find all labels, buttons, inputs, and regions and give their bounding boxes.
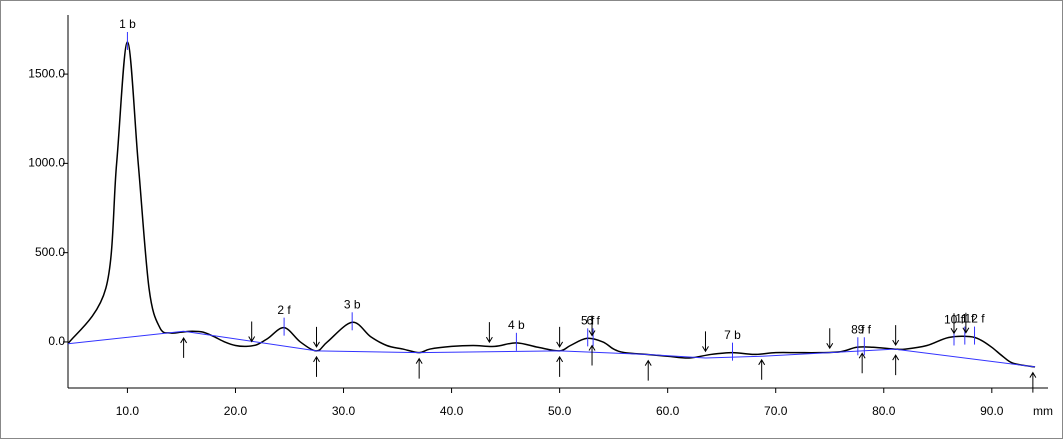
x-tick-label: 40.0 bbox=[440, 404, 464, 418]
x-tick-label: 10.0 bbox=[116, 404, 140, 418]
peak-label: 12 f bbox=[965, 312, 986, 326]
signal-line bbox=[67, 41, 1036, 368]
peak-label: 4 b bbox=[508, 318, 525, 332]
x-tick-label: 70.0 bbox=[764, 404, 788, 418]
down-arrow bbox=[485, 322, 493, 344]
up-arrow bbox=[415, 357, 423, 379]
peak-label: 2 f bbox=[277, 303, 291, 317]
up-arrow bbox=[313, 355, 320, 377]
peak-label: 6 f bbox=[586, 314, 600, 328]
down-arrow bbox=[892, 325, 900, 347]
up-arrow bbox=[556, 355, 564, 377]
y-tick-label: 1500.0 bbox=[28, 66, 65, 80]
down-arrow bbox=[313, 326, 320, 348]
up-arrow bbox=[758, 358, 766, 380]
peak-label: 7 b bbox=[724, 328, 741, 342]
x-tick-label: 80.0 bbox=[872, 404, 896, 418]
x-tick-label: 50.0 bbox=[548, 404, 572, 418]
x-tick-label: 20.0 bbox=[224, 404, 248, 418]
peak-label: 8 f bbox=[851, 322, 865, 336]
down-arrow bbox=[702, 331, 709, 353]
down-arrow bbox=[588, 315, 596, 337]
peak-label: 3 b bbox=[344, 297, 361, 311]
down-arrow bbox=[826, 328, 834, 350]
x-tick-label: 60.0 bbox=[656, 404, 680, 418]
peak-label: 1 b bbox=[119, 17, 136, 31]
down-arrow bbox=[248, 321, 256, 343]
up-arrow bbox=[180, 336, 188, 358]
x-tick-label: 90.0 bbox=[980, 404, 1004, 418]
x-tick-label: 30.0 bbox=[332, 404, 356, 418]
y-tick-label: 500.0 bbox=[35, 245, 65, 259]
down-arrow bbox=[950, 313, 958, 335]
up-arrow bbox=[1029, 371, 1037, 393]
up-arrow bbox=[588, 344, 596, 366]
down-arrow bbox=[556, 326, 564, 348]
peak-label: 9 f bbox=[858, 322, 872, 336]
up-arrow bbox=[892, 354, 900, 376]
up-arrow bbox=[858, 352, 866, 374]
up-arrow bbox=[644, 359, 652, 381]
peak-label: 11 f bbox=[955, 312, 975, 326]
y-tick-label: 1000.0 bbox=[28, 156, 65, 170]
baseline bbox=[67, 330, 1036, 368]
y-tick-label: 0.0 bbox=[48, 334, 65, 348]
down-arrow bbox=[962, 312, 970, 334]
x-axis-label: mm bbox=[1033, 404, 1053, 418]
